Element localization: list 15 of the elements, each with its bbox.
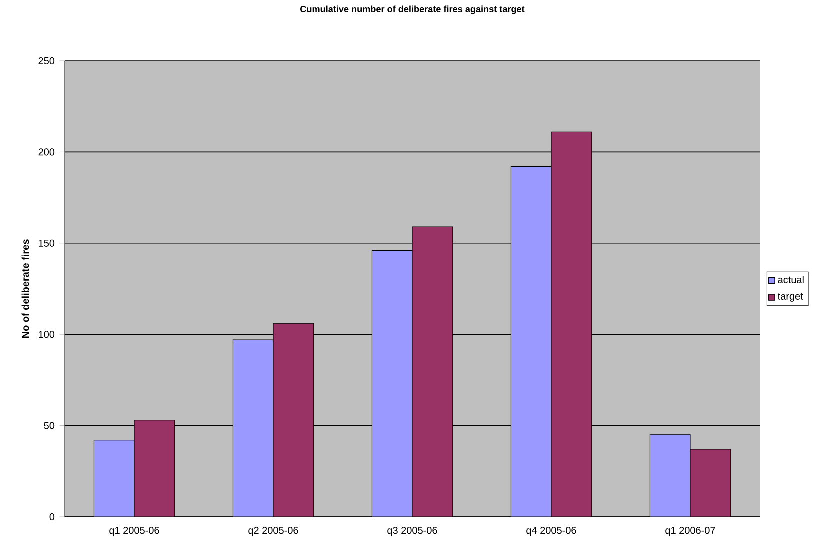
x-tick-label: q1 2006-07	[666, 527, 716, 536]
x-tick-label: q1 2005-06	[110, 527, 160, 536]
legend-label: target	[778, 293, 804, 302]
y-tick-label: 0	[50, 513, 55, 521]
y-tick-label: 50	[44, 422, 55, 430]
x-tick-label: q3 2005-06	[388, 527, 438, 536]
y-axis-title: No of deliberate fires	[22, 240, 30, 338]
x-tick-label: q2 2005-06	[248, 527, 298, 536]
y-tick-label: 200	[38, 148, 55, 156]
legend-label: actual	[778, 276, 804, 284]
y-tick-label: 150	[39, 240, 55, 247]
chart-title: Cumulative number of deliberate fires against target	[300, 6, 525, 14]
y-tick-label: 100	[39, 331, 55, 338]
y-tick-label: 250	[38, 57, 55, 65]
x-tick-label: q4 2005-06	[526, 527, 576, 536]
